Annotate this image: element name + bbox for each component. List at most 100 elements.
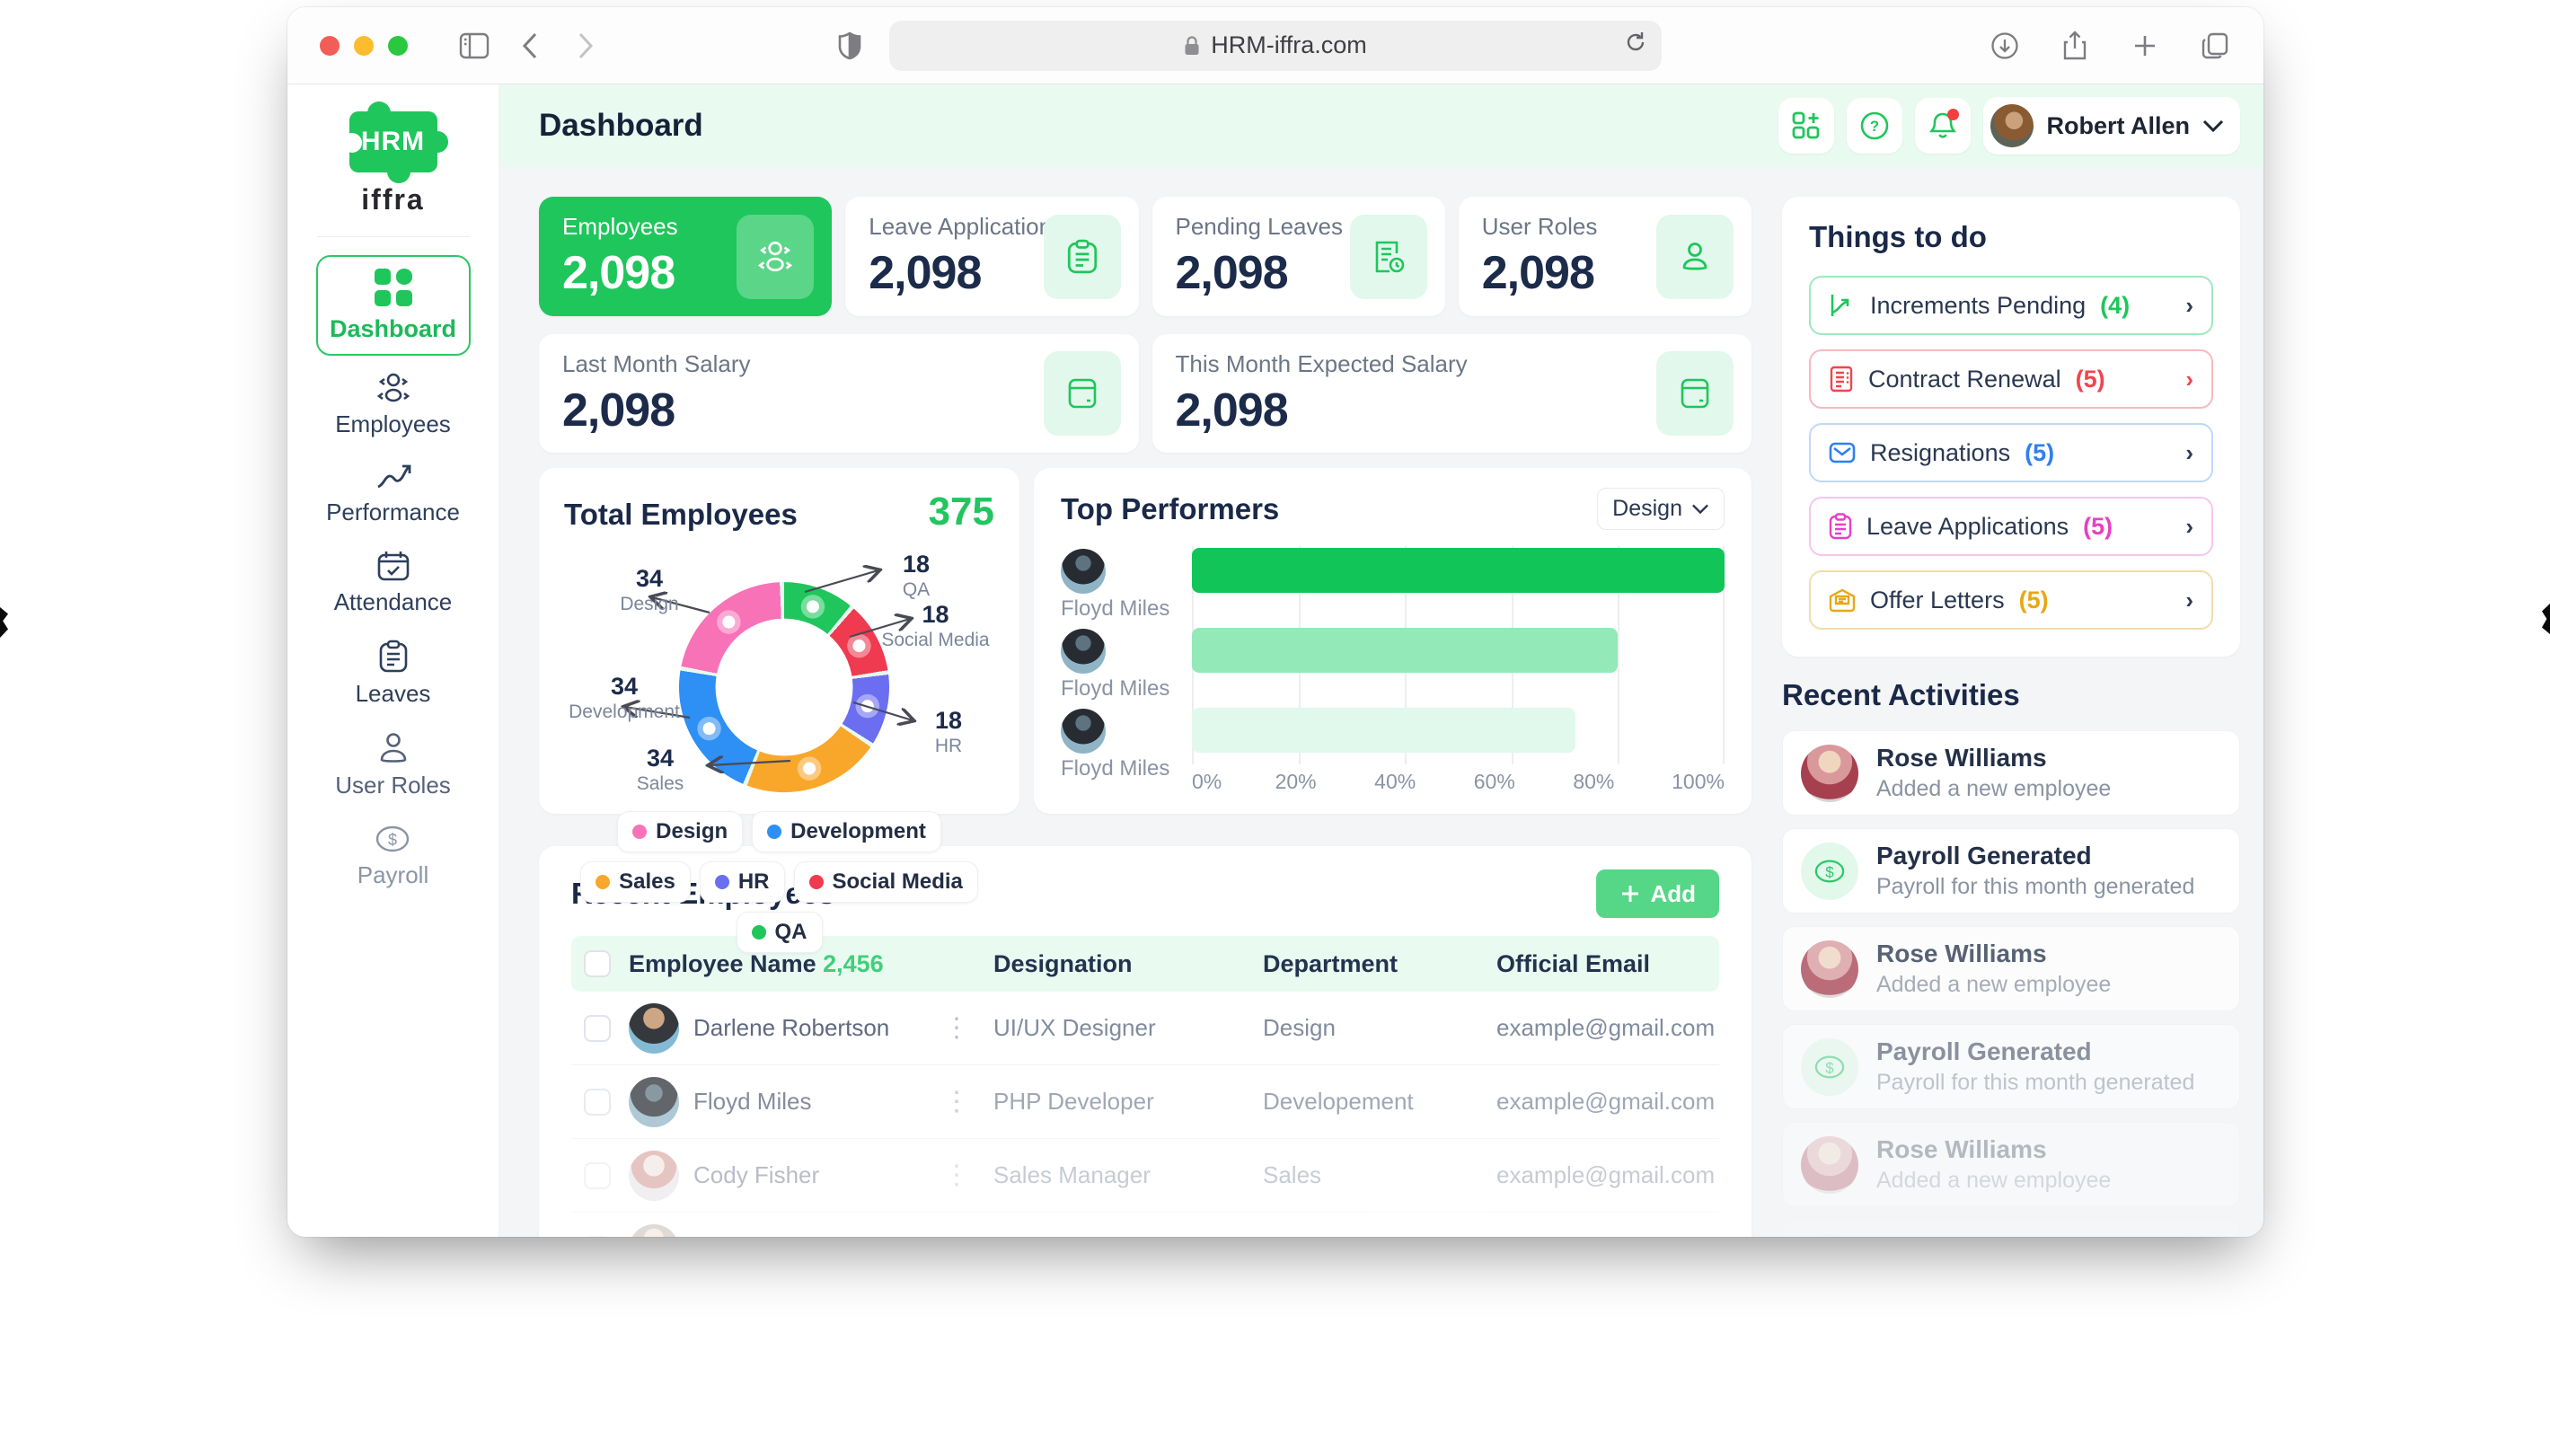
stat-card-last-month-salary[interactable]: Last Month Salary 2,098 — [539, 334, 1139, 453]
performer-bar — [1192, 548, 1725, 593]
document-clock-icon — [1349, 214, 1427, 299]
legend-item-design[interactable]: Design — [617, 811, 744, 852]
user-name: Robert Allen — [2046, 111, 2190, 139]
apps-grid-icon — [1793, 111, 1820, 139]
legend-item-social-media[interactable]: Social Media — [793, 861, 978, 903]
stat-card-employees[interactable]: Employees 2,098 — [539, 197, 833, 316]
sidebar-item-dashboard[interactable]: Dashboard — [315, 255, 471, 356]
table-row: Dianne Russell ⋮ BDM Sales example@gmail… — [571, 1213, 1719, 1237]
window-controls[interactable] — [320, 35, 408, 56]
sidebar-toggle-icon[interactable] — [451, 22, 498, 69]
stat-card-pending-leaves[interactable]: Pending Leaves 2,098 — [1151, 197, 1445, 316]
employee-avatar — [629, 1076, 679, 1127]
performer: Floyd Miles — [1061, 626, 1192, 701]
legend-item-hr[interactable]: HR — [699, 861, 785, 903]
dashboard-grid-icon — [374, 268, 412, 306]
attendance-icon — [377, 552, 409, 581]
performers-filter-dropdown[interactable]: Design — [1597, 488, 1725, 530]
row-checkbox[interactable] — [584, 1161, 611, 1189]
stat-value: 2,098 — [1175, 247, 1289, 299]
donut-legend: Design Development Sales HR Social Media… — [564, 811, 994, 953]
add-employee-button[interactable]: Add — [1596, 869, 1719, 918]
employees-table: Employee Name 2,456 Designation Departme… — [571, 936, 1719, 1237]
legend-item-sales[interactable]: Sales — [580, 861, 691, 903]
apps-menu-button[interactable] — [1778, 98, 1835, 154]
panel-title: Recent Activities — [1782, 678, 2020, 711]
help-button[interactable]: ? — [1847, 98, 1903, 154]
things-to-do-panel: Things to do Increments Pending (4) › Co… — [1782, 197, 2240, 657]
performance-icon — [376, 464, 410, 489]
activity-item[interactable]: Rose Williams Added a new employee — [1782, 1122, 2240, 1207]
performer-avatar — [1061, 549, 1106, 594]
back-button[interactable] — [507, 22, 553, 69]
row-menu-icon[interactable]: ⋮ — [943, 1086, 970, 1116]
performer-name: Floyd Miles — [1061, 756, 1170, 781]
employee-avatar — [629, 1223, 679, 1237]
stat-value: 2,098 — [1175, 384, 1289, 437]
department: Developement — [1263, 1088, 1414, 1115]
share-icon[interactable] — [2051, 22, 2098, 69]
activity-item[interactable]: Rose Williams Added a new employee — [1782, 926, 2240, 1011]
minimize-window-button[interactable] — [354, 35, 374, 56]
sidebar-item-user-roles[interactable]: User Roles — [335, 731, 451, 799]
stat-card-user-roles[interactable]: User Roles 2,098 — [1458, 197, 1751, 316]
privacy-shield-icon[interactable] — [826, 22, 873, 69]
row-checkbox[interactable] — [584, 1014, 611, 1042]
panel-title: Top Performers — [1061, 491, 1280, 525]
reload-icon[interactable] — [1624, 31, 1647, 60]
forward-button[interactable] — [562, 22, 609, 69]
leaves-icon — [379, 640, 407, 673]
table-row: Darlene Robertson ⋮ UI/UX Designer Desig… — [571, 992, 1719, 1065]
chevron-right-icon: › — [2185, 291, 2193, 319]
close-window-button[interactable] — [320, 35, 340, 56]
new-tab-icon[interactable] — [2122, 22, 2168, 69]
sidebar-item-employees[interactable]: Employees — [335, 372, 451, 438]
select-all-checkbox[interactable] — [584, 950, 611, 977]
donut-callout-social-media: 18 Social Media — [881, 601, 990, 650]
user-menu[interactable]: Robert Allen — [1983, 97, 2240, 154]
row-menu-icon[interactable]: ⋮ — [943, 1160, 970, 1190]
sidebar-item-payroll[interactable]: $ Employees Payroll — [357, 823, 428, 889]
todo-resignations[interactable]: Resignations (5) › — [1809, 423, 2213, 482]
row-menu-icon[interactable]: ⋮ — [943, 1235, 993, 1237]
downloads-icon[interactable] — [1981, 22, 2028, 69]
designation: Sales Manager — [993, 1161, 1151, 1188]
row-checkbox[interactable] — [584, 1088, 611, 1116]
performer-bar — [1192, 708, 1575, 753]
stat-card-leave-applications[interactable]: Leave Applications 2,098 — [845, 197, 1139, 316]
todo-increments-pending[interactable]: Increments Pending (4) › — [1809, 276, 2213, 335]
row-checkbox[interactable] — [584, 1235, 611, 1237]
todo-offer-letters[interactable]: Offer Letters (5) › — [1809, 570, 2213, 630]
sidebar-item-attendance[interactable]: Attendance — [334, 550, 452, 616]
payroll-dollar-icon: $ — [1801, 1037, 1858, 1096]
sidebar-item-performance[interactable]: Performance — [326, 462, 460, 526]
payroll-icon: $ — [376, 825, 410, 852]
address-bar[interactable]: HRM-iffra.com — [889, 20, 1662, 71]
column-employee-name: Employee Name 2,456 — [629, 949, 884, 977]
performer-avatar — [1061, 709, 1106, 754]
stat-card-expected-salary[interactable]: This Month Expected Salary 2,098 — [1151, 334, 1751, 453]
row-menu-icon[interactable]: ⋮ — [943, 1012, 970, 1043]
legend-item-qa[interactable]: QA — [736, 912, 823, 953]
zoom-window-button[interactable] — [388, 35, 408, 56]
stat-value: 2,098 — [1481, 247, 1595, 299]
notifications-button[interactable] — [1915, 98, 1972, 154]
todo-leave-applications[interactable]: Leave Applications (5) › — [1809, 497, 2213, 556]
activity-item[interactable]: Rose Williams Added a new employee — [1782, 730, 2240, 816]
panel-title: Things to do — [1809, 220, 1987, 253]
todo-contract-renewal[interactable]: Contract Renewal (5) › — [1809, 349, 2213, 409]
tab-overview-icon[interactable] — [2192, 22, 2238, 69]
svg-text:$: $ — [1825, 1059, 1834, 1076]
designation: BDM — [993, 1235, 1263, 1237]
svg-text:?: ? — [1870, 118, 1879, 135]
envelope-icon — [1829, 442, 1856, 463]
sidebar-item-leaves[interactable]: Leaves — [356, 640, 430, 708]
performer: Floyd Miles — [1061, 546, 1192, 621]
page-header: Dashboard ? — [499, 84, 2263, 167]
legend-item-development[interactable]: Development — [752, 811, 941, 852]
total-employees-panel: Total Employees 375 — [539, 468, 1019, 953]
